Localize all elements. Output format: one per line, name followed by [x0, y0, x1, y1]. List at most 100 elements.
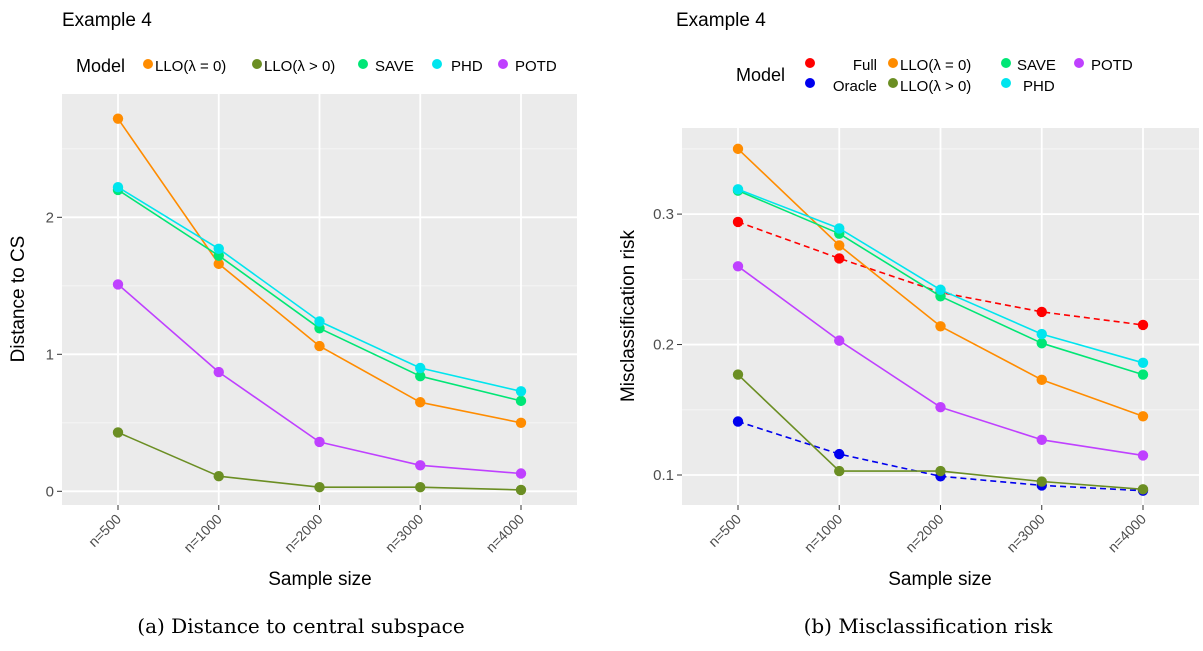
series-layer-b: [732, 143, 1149, 496]
data-point: [415, 481, 426, 493]
panel-a: Example 4 Model LLO(λ = 0) LLO(λ > 0) SAVE…: [8, 10, 577, 638]
legend-title-a: Model: [76, 56, 125, 76]
legend-key: [252, 59, 262, 69]
data-point: [314, 316, 325, 327]
data-point: [314, 340, 325, 352]
data-point: [112, 113, 124, 124]
x-axis-label-b: Sample size: [888, 569, 992, 590]
data-point: [1036, 434, 1047, 445]
y-axis-label-b: Misclassification risk: [618, 229, 639, 402]
x-tick-label: n=4000: [1104, 511, 1149, 556]
data-point: [935, 401, 946, 413]
legend-key: [358, 59, 368, 69]
x-axis-a: n=500 n=1000 n=2000 n=3000 n=4000: [85, 505, 527, 555]
legend-items-a: LLO(λ = 0) LLO(λ > 0) SAVE PHD POTD: [143, 58, 557, 75]
data-point: [1036, 476, 1047, 487]
y-tick-label: 0.2: [653, 337, 674, 354]
chart-title-a: Example 4: [62, 10, 152, 31]
legend-label: Oracle: [833, 78, 877, 95]
legend-label: Full: [853, 57, 877, 74]
x-axis-label-a: Sample size: [268, 569, 372, 590]
x-tick-label: n=1000: [180, 511, 225, 556]
data-point: [1137, 319, 1149, 331]
data-point: [415, 397, 426, 408]
data-point: [732, 261, 744, 272]
panel-b: Example 4 Model Full Oracle LLO(λ = 0) LLO(…: [618, 10, 1199, 638]
y-axis-b: 0.1 0.2 0.3: [653, 206, 682, 484]
data-point: [415, 460, 426, 471]
data-point: [1036, 306, 1047, 318]
legend-label: SAVE: [1017, 57, 1056, 74]
data-point: [112, 181, 124, 193]
data-point: [415, 371, 426, 382]
gridlines-a: [62, 94, 577, 505]
data-point: [935, 321, 946, 332]
legend-key: [888, 78, 898, 88]
data-point: [1036, 328, 1047, 340]
legend-label: LLO(λ > 0): [900, 78, 971, 95]
x-axis-b: n=500 n=1000 n=2000 n=3000 n=4000: [705, 505, 1149, 555]
x-tick-label: n=2000: [902, 511, 947, 556]
y-axis-label-a: Distance to CS: [8, 236, 29, 363]
data-point: [1036, 374, 1047, 385]
x-tick-label: n=2000: [281, 511, 326, 556]
y-axis-a: 0 1 2: [46, 209, 62, 500]
data-point: [1137, 369, 1149, 380]
legend-label: SAVE: [375, 58, 414, 75]
y-tick-label: 2: [46, 209, 54, 226]
legend-label: PHD: [451, 58, 483, 75]
legend-key: [1001, 58, 1011, 68]
legend-label: LLO(λ = 0): [155, 58, 226, 75]
data-point: [515, 484, 527, 496]
x-tick-label: n=500: [85, 511, 124, 550]
data-point: [1137, 357, 1149, 369]
data-point: [314, 436, 325, 448]
data-point: [834, 240, 845, 251]
data-point: [112, 427, 124, 438]
legend-title-b: Model: [736, 65, 785, 85]
data-point: [515, 386, 527, 397]
legend-label: POTD: [1091, 57, 1133, 74]
data-point: [935, 284, 946, 295]
data-point: [314, 481, 325, 493]
data-point: [515, 417, 527, 428]
x-tick-label: n=1000: [801, 511, 846, 556]
legend-b: Model Full Oracle LLO(λ = 0) LLO(λ > 0) SAVE…: [736, 57, 1133, 95]
data-point: [732, 143, 744, 155]
legend-items-b: Full Oracle LLO(λ = 0) LLO(λ > 0) SAVE PHD POT…: [805, 57, 1133, 95]
data-point: [1137, 484, 1149, 495]
legend-label: POTD: [515, 58, 557, 75]
data-point: [732, 184, 744, 195]
data-point: [213, 366, 224, 378]
x-tick-label: n=3000: [382, 511, 427, 556]
y-tick-label: 0.1: [653, 467, 674, 484]
y-tick-label: 0.3: [653, 206, 674, 223]
x-tick-label: n=4000: [482, 511, 527, 556]
y-tick-label: 1: [46, 346, 54, 363]
data-point: [213, 243, 224, 255]
data-point: [834, 253, 845, 264]
x-tick-label: n=3000: [1003, 511, 1048, 556]
data-point: [834, 448, 845, 460]
data-point: [732, 369, 744, 380]
legend-key: [805, 58, 815, 68]
x-tick-label: n=500: [705, 511, 744, 550]
legend-key: [143, 59, 153, 69]
chart-title-b: Example 4: [676, 10, 766, 31]
data-point: [834, 335, 845, 346]
caption-a: (a) Distance to central subspace: [137, 614, 464, 638]
legend-key: [432, 59, 442, 69]
legend-a: Model LLO(λ = 0) LLO(λ > 0) SAVE PHD POTD: [76, 56, 557, 76]
legend-key: [888, 58, 898, 68]
legend-key: [498, 59, 508, 69]
caption-b: (b) Misclassification risk: [804, 614, 1054, 638]
data-point: [213, 471, 224, 482]
data-point: [935, 465, 946, 477]
y-tick-label: 0: [46, 483, 54, 500]
data-point: [515, 468, 527, 479]
legend-label: LLO(λ > 0): [264, 58, 335, 75]
legend-label: PHD: [1023, 78, 1055, 95]
legend-key: [1001, 78, 1011, 88]
data-point: [732, 416, 744, 427]
